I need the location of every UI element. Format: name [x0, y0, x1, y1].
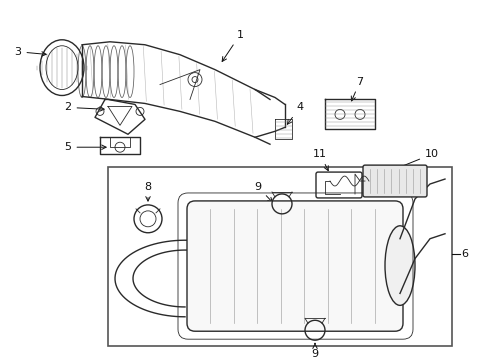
Text: 9: 9: [311, 343, 318, 359]
Text: 2: 2: [64, 103, 104, 112]
Bar: [108, 167, 451, 346]
Text: 1: 1: [222, 30, 243, 62]
Text: 6: 6: [461, 249, 468, 258]
Ellipse shape: [384, 226, 414, 305]
FancyBboxPatch shape: [186, 201, 402, 331]
Text: 5: 5: [64, 142, 106, 152]
Text: 7: 7: [350, 77, 363, 101]
Text: 4: 4: [287, 103, 303, 124]
Text: 3: 3: [15, 47, 46, 57]
FancyBboxPatch shape: [362, 165, 426, 197]
Text: 8: 8: [144, 182, 151, 201]
Text: 9: 9: [254, 182, 272, 202]
Text: 11: 11: [312, 149, 327, 171]
Text: 10: 10: [393, 149, 438, 170]
